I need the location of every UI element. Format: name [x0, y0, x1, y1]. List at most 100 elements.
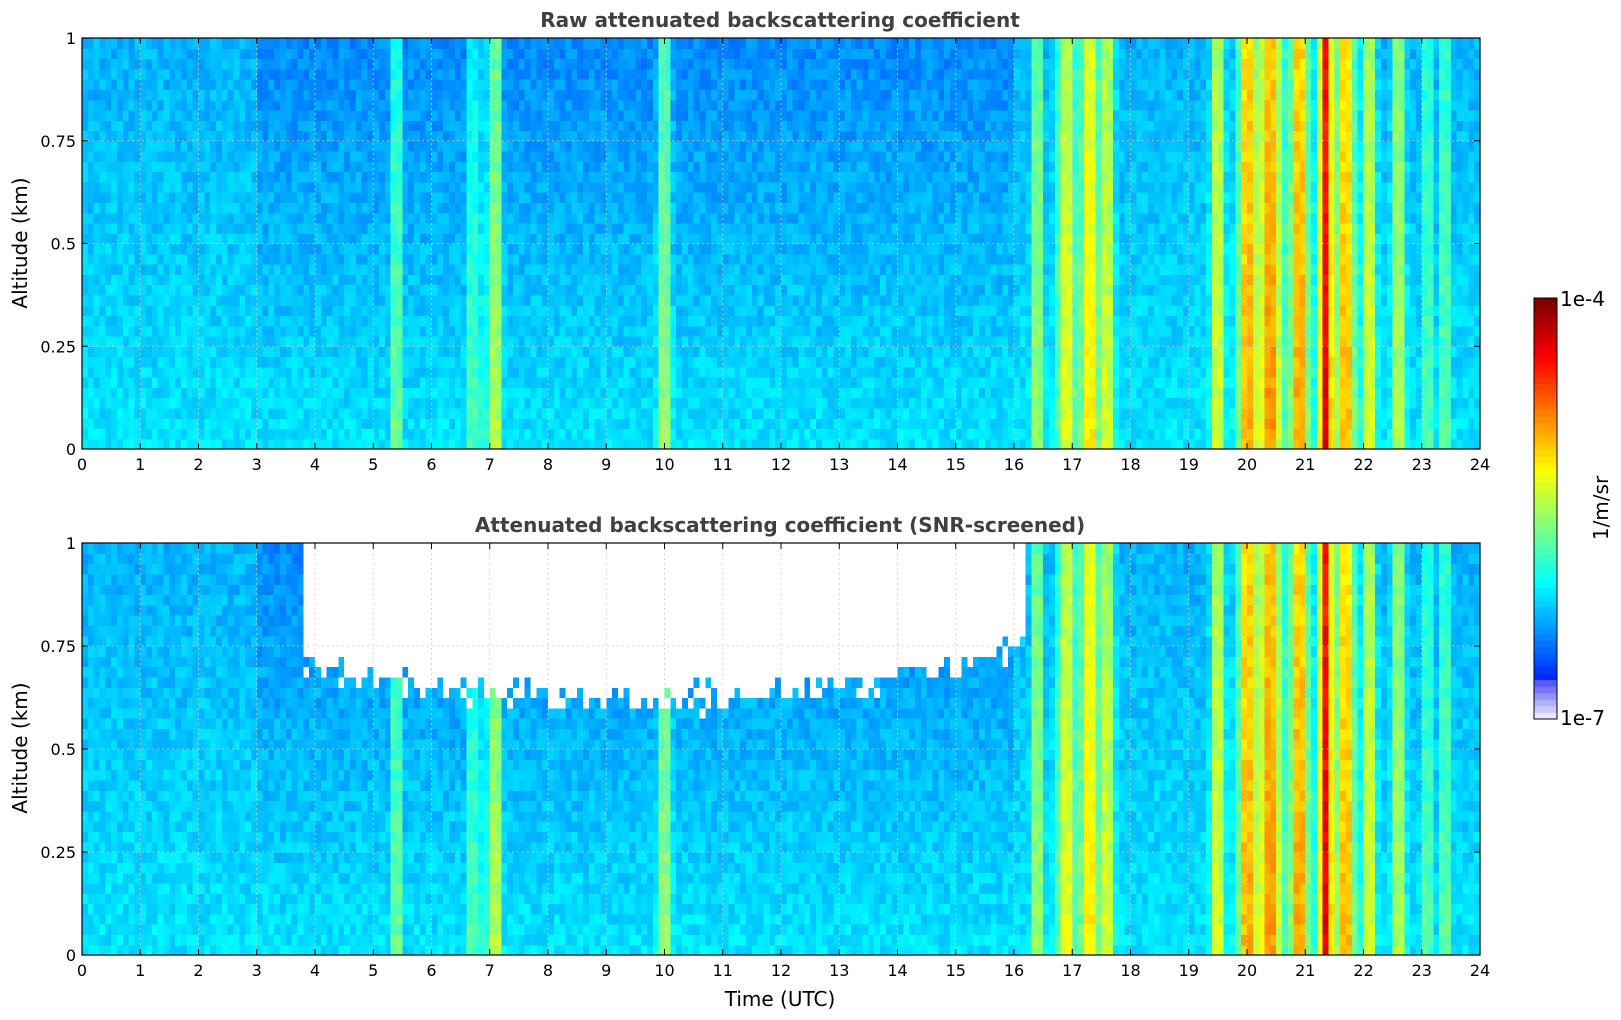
heatmap-cell: [256, 68, 264, 80]
heatmap-cell: [781, 171, 788, 183]
heatmap-cell: [239, 58, 246, 70]
heatmap-cell: [681, 109, 689, 121]
heatmap-cell: [268, 346, 275, 358]
heatmap-cell: [373, 264, 380, 275]
heatmap-cell: [396, 335, 403, 347]
heatmap-cell: [268, 377, 275, 388]
heatmap-cell: [559, 274, 567, 286]
heatmap-cell: [280, 181, 287, 193]
heatmap-cell: [781, 294, 788, 306]
heatmap-cell: [396, 171, 403, 183]
heatmap-cell: [617, 274, 625, 286]
heatmap-cell: [757, 346, 765, 358]
heatmap-cell: [804, 120, 811, 132]
heatmap-cell: [169, 89, 176, 101]
heatmap-cell: [641, 274, 648, 286]
heatmap-cell: [181, 356, 188, 368]
heatmap-cell: [128, 356, 136, 368]
heatmap-cell: [355, 89, 363, 101]
heatmap-cell: [146, 233, 153, 245]
heatmap-cell: [687, 161, 695, 173]
heatmap-cell: [414, 181, 421, 193]
heatmap-cell: [582, 79, 590, 90]
heatmap-cell: [530, 284, 537, 296]
heatmap-cell: [384, 284, 392, 296]
heatmap-cell: [367, 305, 374, 317]
heatmap-cell: [757, 397, 765, 409]
heatmap-cell: [786, 438, 794, 450]
heatmap-cell: [256, 38, 264, 49]
heatmap-cell: [215, 407, 223, 419]
heatmap-cell: [594, 325, 602, 337]
heatmap-cell: [361, 151, 369, 162]
heatmap-cell: [652, 377, 660, 388]
heatmap-cell: [425, 397, 433, 409]
heatmap-cell: [326, 99, 334, 111]
heatmap-cell: [175, 407, 182, 419]
heatmap-cell: [402, 264, 409, 275]
heatmap-cell: [361, 192, 369, 204]
heatmap-cell: [443, 109, 450, 121]
heatmap-cell: [548, 356, 555, 368]
heatmap-cell: [215, 68, 223, 80]
heatmap-cell: [122, 366, 130, 378]
heatmap-cell: [268, 233, 275, 245]
heatmap-cell: [204, 418, 211, 430]
heatmap-cell: [711, 428, 718, 440]
heatmap-cell: [769, 335, 776, 347]
heatmap-cell: [466, 243, 473, 255]
heatmap-cell: [256, 109, 264, 121]
heatmap-cell: [495, 243, 502, 255]
heatmap-cell: [373, 99, 380, 111]
heatmap-cell: [606, 109, 613, 121]
heatmap-cell: [93, 418, 101, 430]
heatmap-cell: [699, 120, 706, 132]
heatmap-cell: [210, 418, 217, 430]
heatmap-cell: [221, 418, 229, 430]
heatmap-cell: [402, 89, 409, 101]
heatmap-cell: [245, 438, 252, 450]
heatmap-cell: [245, 325, 252, 337]
heatmap-cell: [472, 253, 479, 265]
heatmap-cell: [746, 377, 753, 388]
heatmap-cell: [542, 109, 549, 121]
heatmap-cell: [588, 222, 596, 234]
heatmap-cell: [419, 397, 427, 409]
heatmap-cell: [716, 346, 724, 358]
heatmap-cell: [740, 294, 747, 306]
heatmap-cell: [99, 222, 106, 234]
heatmap-cell: [751, 366, 759, 378]
heatmap-cell: [553, 418, 561, 430]
heatmap-cell: [262, 325, 269, 337]
heatmap-cell: [483, 418, 491, 430]
heatmap-cell: [402, 161, 409, 173]
heatmap-cell: [542, 284, 549, 296]
heatmap-cell: [518, 212, 526, 224]
heatmap-cell: [355, 428, 363, 440]
heatmap-cell: [746, 89, 753, 101]
heatmap-cell: [82, 397, 89, 409]
heatmap-cell: [722, 438, 730, 450]
heatmap-cell: [711, 79, 718, 90]
heatmap-cell: [612, 315, 619, 327]
heatmap-cell: [629, 305, 636, 317]
heatmap-cell: [390, 264, 398, 275]
heatmap-cell: [210, 171, 217, 183]
heatmap-cell: [367, 109, 374, 121]
heatmap-cell: [122, 109, 130, 121]
heatmap-cell: [140, 356, 147, 368]
heatmap-cell: [641, 140, 648, 152]
heatmap-cell: [658, 438, 666, 450]
heatmap-cell: [588, 253, 596, 265]
heatmap-cell: [518, 120, 526, 132]
heatmap-cell: [670, 356, 677, 368]
heatmap-cell: [507, 120, 514, 132]
heatmap-cell: [740, 325, 747, 337]
heatmap-cell: [326, 438, 334, 450]
heatmap-cell: [379, 346, 386, 358]
heatmap-cell: [157, 335, 165, 347]
heatmap-cell: [466, 387, 473, 399]
heatmap-cell: [495, 79, 502, 90]
heatmap-cell: [262, 253, 269, 265]
heatmap-cell: [262, 438, 269, 450]
